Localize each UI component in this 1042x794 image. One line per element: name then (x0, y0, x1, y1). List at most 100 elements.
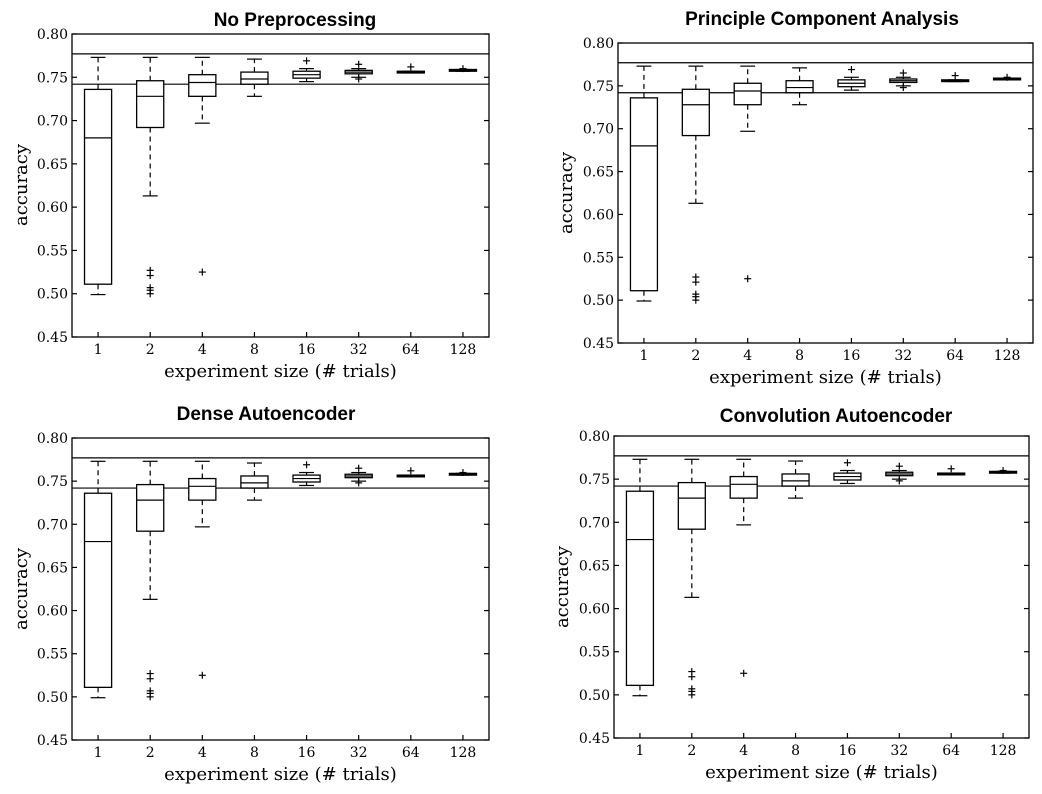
x-tick-label: 2 (691, 348, 700, 364)
box-plot (937, 465, 966, 476)
box-iqr (629, 97, 659, 292)
box-plot (344, 464, 373, 487)
chart-title: Dense Autoencoder (177, 404, 356, 425)
x-tick-label: 128 (450, 342, 477, 358)
x-tick-label: 2 (146, 745, 155, 761)
y-tick-label: 0.45 (583, 336, 614, 352)
x-tick-label: 8 (795, 348, 804, 364)
box-plot (135, 460, 165, 701)
chart-panel: Principle Component Analysis 0.45 0.50 0.55… (556, 9, 1034, 388)
box-iqr (135, 483, 165, 532)
box-iqr (83, 88, 113, 285)
box-iqr (240, 475, 269, 489)
x-tick-label: 4 (198, 745, 207, 761)
x-tick-label: 64 (946, 348, 964, 364)
box-plot (292, 461, 321, 487)
x-tick-label: 32 (350, 745, 368, 761)
x-tick-label: 8 (791, 743, 800, 759)
box-plot (837, 66, 866, 91)
x-tick-label: 32 (894, 348, 912, 364)
box-plot (344, 60, 373, 83)
x-tick-label: 4 (743, 348, 752, 364)
box-plot (992, 73, 1022, 81)
x-tick-label: 32 (890, 743, 908, 759)
y-tick-label: 0.60 (37, 200, 68, 216)
y-tick-label: 0.75 (37, 70, 68, 86)
plot-frame (71, 33, 490, 338)
x-tick-label: 1 (94, 342, 103, 358)
y-tick-label: 0.75 (583, 79, 614, 95)
y-tick-label: 0.80 (37, 27, 68, 43)
x-tick-label: 32 (350, 342, 368, 358)
y-tick-label: 0.55 (579, 645, 610, 661)
box-plot (629, 65, 659, 302)
x-tick-label: 64 (402, 745, 420, 761)
x-tick-label: 16 (843, 348, 861, 364)
x-tick-label: 1 (639, 348, 648, 364)
box-plot (729, 458, 758, 677)
box-iqr (733, 82, 762, 106)
y-tick-label: 0.55 (37, 647, 68, 663)
x-tick-label: 16 (298, 342, 316, 358)
y-tick-label: 0.70 (579, 515, 610, 531)
box-plot (240, 58, 269, 97)
x-axis-label: experiment size (# trials) (705, 762, 938, 783)
box-iqr (677, 481, 706, 530)
y-tick-label: 0.65 (37, 157, 68, 173)
x-tick-label: 128 (994, 348, 1021, 364)
y-tick-label: 0.45 (37, 733, 68, 749)
box-plot (135, 56, 165, 298)
chart-panel: Dense Autoencoder 0.45 0.50 0.55 0.60 0.65 0.7… (11, 404, 490, 785)
y-tick-label: 0.70 (37, 517, 68, 533)
x-tick-label: 8 (250, 745, 259, 761)
box-plot (681, 65, 710, 304)
box-iqr (785, 80, 814, 94)
y-tick-label: 0.55 (583, 250, 614, 266)
y-tick-label: 0.60 (583, 207, 614, 223)
box-iqr (135, 80, 165, 129)
y-tick-label: 0.70 (583, 122, 614, 138)
y-tick-label: 0.80 (583, 36, 614, 52)
box-plot (240, 462, 269, 501)
box-plot (781, 460, 810, 499)
box-plot (677, 458, 706, 699)
y-tick-label: 0.50 (37, 287, 68, 303)
x-tick-label: 64 (402, 342, 420, 358)
box-plot (448, 65, 478, 73)
box-iqr (781, 473, 810, 487)
x-tick-label: 2 (146, 342, 155, 358)
box-plot (941, 72, 970, 83)
y-axis-label: accuracy (556, 151, 577, 234)
box-iqr (83, 492, 113, 689)
y-tick-label: 0.55 (37, 243, 68, 259)
y-tick-label: 0.65 (583, 165, 614, 181)
x-tick-label: 2 (687, 743, 696, 759)
x-axis-label: experiment size (# trials) (164, 764, 397, 785)
box-plot (396, 63, 426, 74)
y-axis-label: accuracy (11, 143, 32, 226)
y-tick-label: 0.60 (37, 604, 68, 620)
plot-frame (613, 435, 1030, 739)
y-tick-label: 0.75 (579, 472, 610, 488)
x-tick-label: 8 (250, 342, 259, 358)
x-tick-label: 16 (839, 743, 857, 759)
y-tick-label: 0.50 (583, 293, 614, 309)
chart-title: Principle Component Analysis (685, 9, 959, 30)
x-tick-label: 4 (739, 743, 748, 759)
box-iqr (625, 490, 655, 687)
x-axis-label: experiment size (# trials) (164, 361, 397, 382)
y-axis-label: accuracy (552, 545, 573, 628)
chart-title: Convolution Autoencoder (720, 406, 953, 427)
box-iqr (681, 88, 710, 137)
box-plot (889, 69, 918, 92)
y-tick-label: 0.45 (579, 731, 610, 747)
y-tick-label: 0.60 (579, 602, 610, 618)
box-plot (448, 469, 478, 477)
x-tick-label: 1 (94, 745, 103, 761)
box-plot (833, 459, 862, 485)
y-tick-label: 0.75 (37, 474, 68, 490)
plot-frame (617, 42, 1034, 344)
box-plot (83, 56, 113, 296)
x-tick-label: 16 (298, 745, 316, 761)
